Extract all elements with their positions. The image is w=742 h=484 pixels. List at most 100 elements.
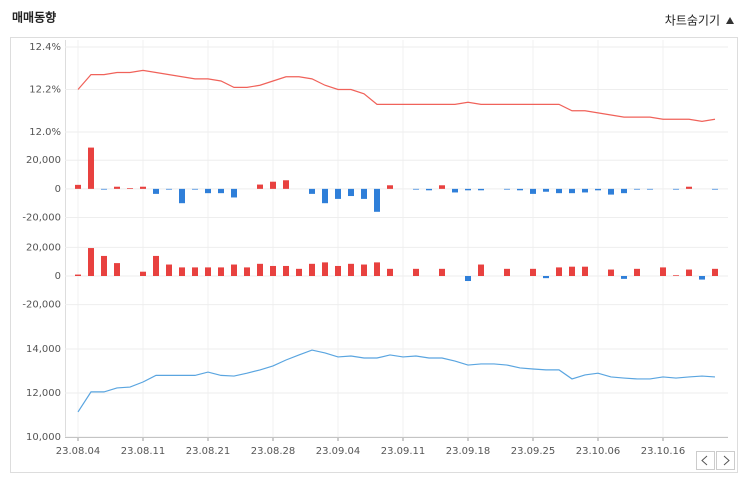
bar: [608, 269, 614, 276]
bar: [166, 188, 172, 190]
bar: [595, 188, 601, 191]
bar: [517, 188, 523, 191]
y-tick-label: 20,000: [26, 155, 61, 166]
bar: [244, 267, 250, 276]
bar: [660, 267, 666, 276]
bar: [426, 188, 432, 191]
bar: [361, 188, 367, 199]
bar: [465, 276, 471, 282]
bar: [530, 268, 536, 276]
bar: [569, 266, 575, 276]
bar: [296, 268, 302, 276]
y-tick-label: -20,000: [22, 300, 61, 311]
hide-chart-toggle[interactable]: 차트숨기기: [665, 14, 734, 28]
next-icon: [723, 455, 730, 466]
bar: [686, 269, 692, 276]
bar: [283, 265, 289, 276]
y-tick-label: 0: [55, 184, 61, 195]
bar: [114, 263, 120, 276]
x-tick-label: 23.10.06: [576, 446, 621, 457]
bar: [621, 188, 627, 194]
bar: [231, 188, 237, 198]
bar: [153, 188, 159, 194]
bar: [530, 188, 536, 194]
prev-icon: [701, 455, 708, 466]
bar: [140, 271, 146, 276]
x-tick-label: 23.08.04: [56, 446, 101, 457]
bar: [478, 264, 484, 276]
bar: [153, 255, 159, 276]
bar: [608, 188, 614, 195]
bar: [413, 188, 419, 190]
bar: [647, 188, 653, 190]
bar: [621, 276, 627, 279]
x-tick-label: 23.09.25: [511, 446, 556, 457]
bar: [452, 188, 458, 193]
prev-button[interactable]: [696, 451, 715, 470]
chart-frame: [10, 37, 738, 473]
y-tick-label: 12.4%: [29, 42, 61, 53]
bar: [543, 188, 549, 192]
bar: [88, 147, 94, 189]
bar: [218, 188, 224, 194]
bar: [673, 188, 679, 190]
bar: [283, 180, 289, 189]
bar: [166, 264, 172, 276]
bar: [179, 188, 185, 204]
bar: [257, 184, 263, 189]
next-button[interactable]: [716, 451, 735, 470]
x-tick-label: 23.08.28: [251, 446, 296, 457]
bar: [634, 188, 640, 190]
x-tick-label: 23.08.21: [186, 446, 231, 457]
bar: [75, 274, 81, 276]
bar: [205, 188, 211, 194]
bar: [75, 184, 81, 189]
bar: [465, 188, 471, 191]
bar: [374, 262, 380, 276]
bar: [231, 264, 237, 276]
bar: [673, 275, 679, 276]
y-tick-label: -20,000: [22, 213, 61, 224]
bar: [218, 267, 224, 276]
bar: [127, 188, 133, 189]
bar: [101, 188, 107, 190]
bar: [686, 186, 692, 189]
bar: [504, 268, 510, 276]
bar: [192, 188, 198, 190]
bar: [322, 262, 328, 276]
y-tick-label: 12.0%: [29, 127, 61, 138]
x-tick-label: 23.08.11: [121, 446, 166, 457]
y-tick-label: 0: [55, 271, 61, 282]
y-tick-label: 10,000: [26, 432, 61, 443]
bar: [140, 186, 146, 189]
bar: [335, 265, 341, 276]
bar: [348, 188, 354, 197]
series-line: [77, 69, 716, 122]
bar: [205, 267, 211, 276]
x-tick-label: 23.09.18: [446, 446, 491, 457]
bar: [543, 276, 549, 279]
bar: [478, 188, 484, 191]
prev-button-box: [696, 451, 715, 470]
bar: [556, 188, 562, 194]
bar: [101, 255, 107, 276]
bar: [413, 268, 419, 276]
bar: [634, 268, 640, 276]
widget-title: 매매동향: [12, 10, 56, 25]
bar: [309, 263, 315, 276]
bar: [322, 188, 328, 204]
hide-chart-label: 차트숨기기: [665, 14, 720, 28]
bar: [374, 188, 380, 212]
bar: [270, 265, 276, 276]
x-tick-label: 23.09.11: [381, 446, 426, 457]
bar: [582, 266, 588, 276]
bar: [712, 188, 718, 190]
bar: [361, 264, 367, 276]
bar: [270, 181, 276, 189]
bar: [556, 267, 562, 276]
bar: [192, 267, 198, 276]
y-tick-label: 14,000: [26, 344, 61, 355]
collapse-arrow: [726, 17, 734, 24]
bar: [348, 263, 354, 276]
